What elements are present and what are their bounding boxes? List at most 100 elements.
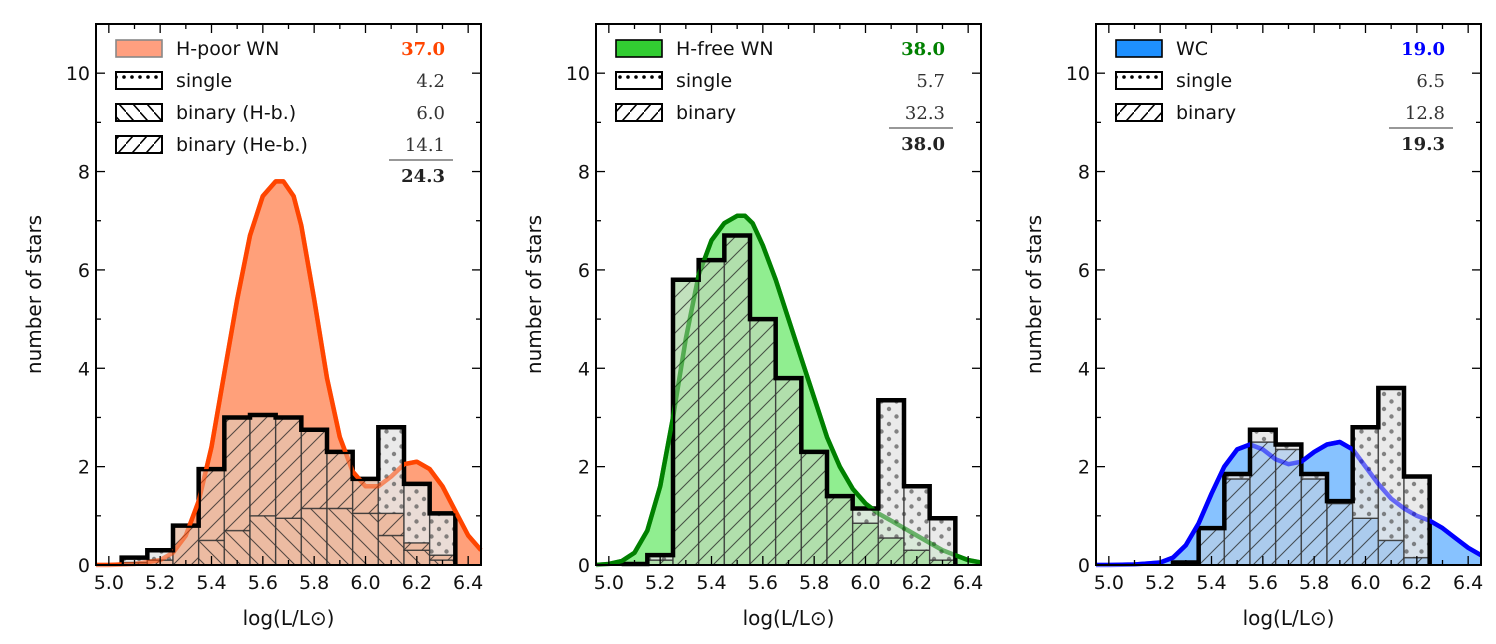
x-tick-label: 5.8: [299, 572, 329, 594]
legend-label: H-free WN: [676, 38, 774, 60]
y-axis-label: number of stars: [522, 215, 546, 374]
bin-segment: [428, 554, 457, 561]
legend-sum: 19.3: [1401, 134, 1445, 155]
bin-segment: [697, 259, 726, 566]
legend-swatch-dots: [115, 71, 163, 90]
y-tick-label: 0: [78, 555, 90, 577]
bin-segment: [1377, 387, 1405, 542]
legend-label: H-poor WN: [176, 38, 279, 60]
y-axis-label: number of stars: [22, 215, 46, 374]
bin-segment: [774, 377, 803, 566]
x-tick-label: 6.2: [402, 572, 432, 594]
kde-area: [96, 181, 481, 565]
y-tick-label: 8: [578, 162, 590, 184]
legend-label: binary: [676, 102, 736, 124]
x-tick-label: 6.0: [1350, 572, 1380, 594]
x-tick-label: 5.4: [696, 572, 726, 594]
x-tick-label: 5.4: [196, 572, 226, 594]
legend-label: WC: [1176, 38, 1208, 60]
legend-swatch-kde: [615, 39, 663, 58]
legend-swatch-back: [115, 103, 163, 122]
y-tick-label: 10: [566, 63, 590, 85]
y-tick-label: 8: [1078, 162, 1090, 184]
bin-segment: [377, 512, 405, 537]
x-tick-label: 5.0: [594, 572, 624, 594]
legend-count: 12.8: [1405, 103, 1445, 124]
panel-h-poor-wn: 5.0 5.2 5.4 5.6 5.8 6.0 6.2 6.4 0 2 4 6 8 10 log(L/L⊙)…: [22, 23, 483, 630]
legend-count: 5.7: [916, 71, 945, 92]
bin-segment: [223, 529, 251, 566]
x-tick-label: 5.2: [1145, 572, 1175, 594]
y-tick-label: 8: [78, 162, 90, 184]
x-axis-label: log(L/L⊙): [1243, 606, 1335, 630]
y-tick-label: 2: [1078, 457, 1090, 479]
bin-segment: [274, 517, 303, 566]
legend-swatch-dots: [1115, 71, 1163, 90]
x-tick-label: 5.8: [1299, 572, 1329, 594]
x-tick-label: 5.2: [145, 572, 175, 594]
y-tick-label: 10: [66, 63, 90, 85]
y-axis-label: number of stars: [1022, 215, 1046, 374]
legend-count: 4.2: [416, 71, 445, 92]
x-tick-label: 5.2: [645, 572, 675, 594]
bin-segment: [274, 416, 303, 519]
legend-count: 19.0: [1401, 39, 1445, 60]
y-tick-label: 2: [578, 457, 590, 479]
y-tick-label: 4: [1078, 358, 1090, 380]
bin-segment: [1300, 478, 1328, 566]
x-tick-label: 6.2: [1402, 572, 1432, 594]
legend-count: 6.0: [416, 103, 445, 124]
legend-label: single: [1176, 70, 1232, 92]
x-tick-label: 5.6: [1248, 572, 1278, 594]
bin-segment: [1223, 478, 1251, 566]
y-tick-label: 0: [1078, 555, 1090, 577]
y-tick-label: 6: [78, 260, 90, 282]
y-tick-label: 4: [78, 358, 90, 380]
bin-segment: [1274, 448, 1303, 566]
x-tick-label: 5.0: [94, 572, 124, 594]
y-tick-label: 10: [1066, 63, 1090, 85]
x-tick-label: 6.4: [1453, 572, 1483, 594]
bin-segment: [326, 507, 354, 566]
x-tick-label: 6.4: [453, 572, 483, 594]
x-axis-label: log(L/L⊙): [243, 606, 335, 630]
legend-swatch-fwd: [615, 103, 663, 122]
bin-segment: [1351, 426, 1380, 519]
bin-segment: [672, 279, 700, 566]
legend-label: binary (He-b.): [176, 134, 308, 156]
bin-segment: [723, 234, 751, 566]
panel-h-free-wn: 5.0 5.2 5.4 5.6 5.8 6.0 6.2 6.4 0 2 4 6 8 10 log(L/L⊙)…: [522, 23, 983, 630]
bin-segment: [749, 318, 777, 566]
y-tick-label: 2: [78, 457, 90, 479]
bin-segment: [1326, 502, 1354, 566]
x-tick-label: 5.8: [799, 572, 829, 594]
x-tick-label: 6.0: [850, 572, 880, 594]
legend-swatch-kde: [115, 39, 163, 58]
bin-segment: [403, 542, 431, 551]
bin-segment: [826, 495, 854, 566]
x-tick-label: 5.6: [248, 572, 278, 594]
legend-sum: 38.0: [901, 134, 945, 155]
bin-segment: [800, 451, 828, 566]
legend-count: 6.5: [1416, 71, 1445, 92]
x-tick-label: 5.6: [748, 572, 778, 594]
legend-label: single: [176, 70, 232, 92]
y-tick-label: 6: [578, 260, 590, 282]
legend-label: single: [676, 70, 732, 92]
x-tick-label: 5.4: [1196, 572, 1226, 594]
legend-swatch-kde: [1115, 39, 1163, 58]
x-tick-label: 5.0: [1094, 572, 1124, 594]
histogram-outline: [119, 412, 458, 565]
bin-segment: [223, 416, 251, 532]
panel-wc: 5.0 5.2 5.4 5.6 5.8 6.0 6.2 6.4 0 2 4 6 8 10 log(L/L⊙)…: [1022, 23, 1483, 630]
bin-segment: [300, 429, 328, 510]
bin-segment: [249, 414, 277, 517]
legend-label: binary: [1176, 102, 1236, 124]
histogram-outline: [1170, 385, 1432, 565]
bin-segment: [403, 483, 431, 544]
y-tick-label: 0: [578, 555, 590, 577]
x-tick-label: 6.2: [902, 572, 932, 594]
legend-count: 14.1: [405, 135, 445, 156]
legend-swatch-fwd: [115, 135, 163, 154]
